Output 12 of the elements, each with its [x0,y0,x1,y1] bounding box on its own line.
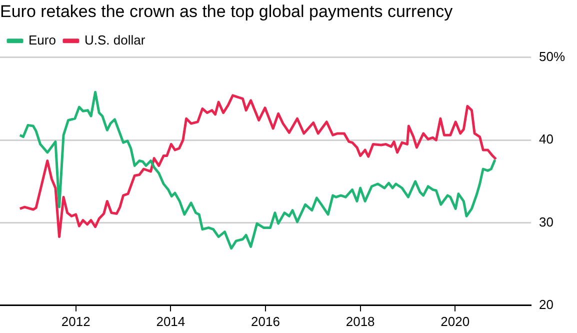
y-tick-label: 50% [538,48,566,64]
x-tick-label: 2012 [61,314,90,329]
x-tick-label: 2020 [440,314,470,329]
chart-title: Euro retakes the crown as the top global payments currency [0,2,454,21]
y-tick-label: 40 [538,132,554,147]
legend-label: U.S. dollar [84,32,146,48]
x-tick-label: 2014 [156,314,186,329]
y-tick-label: 20 [538,296,554,312]
legend-label: Euro [28,32,56,48]
y-tick-label: 30 [538,214,554,230]
x-tick-label: 2016 [251,314,280,329]
x-tick-label: 2018 [346,314,375,329]
